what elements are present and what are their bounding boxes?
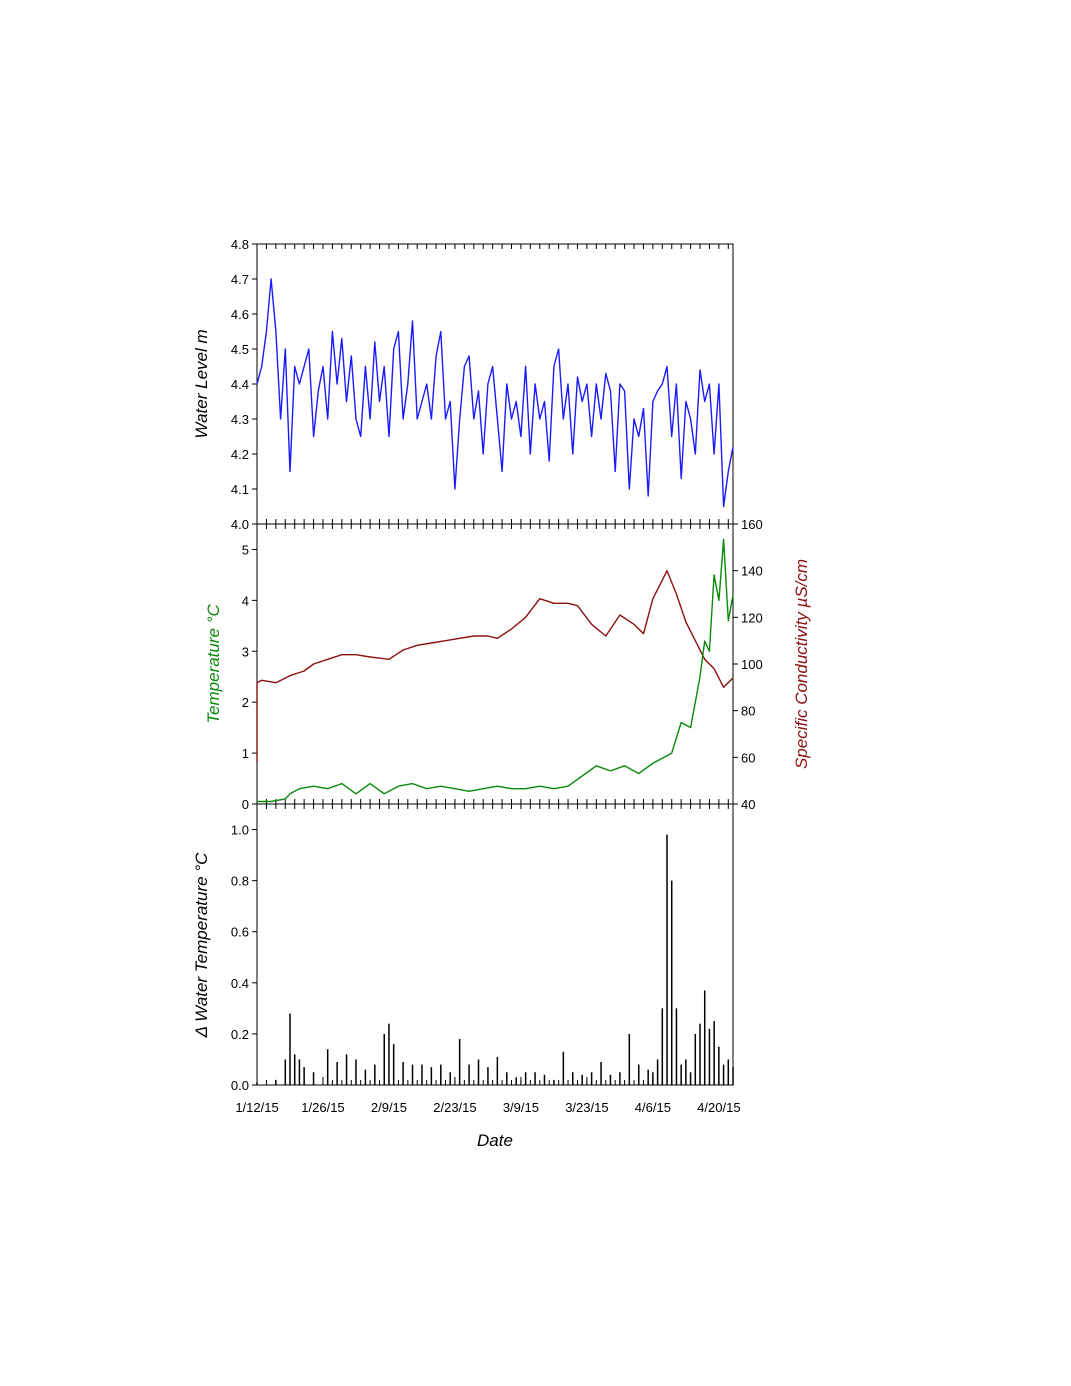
right-tick-label: 120 (741, 610, 763, 625)
x-tick-label: 1/12/15 (235, 1100, 278, 1115)
left-tick-label: 0.2 (231, 1027, 249, 1042)
left-tick-label: 4.1 (231, 482, 249, 497)
left-tick-label: 4.0 (231, 517, 249, 532)
right-tick-label: 140 (741, 564, 763, 579)
axis-ticks: 4.0 4.1 4.2 4.3 4.4 4.5 4.6 4.7 4.8 0 1 2 3 4 5 40 60 80 1… (231, 237, 763, 1115)
bottom-ylabel: Δ Water Temperature °C (192, 852, 211, 1039)
top-ylabel: Water Level m (192, 329, 211, 438)
middle-panel-frame (256, 523, 734, 805)
bottom-panel-frame (256, 803, 734, 1086)
left-tick-label: 0.6 (231, 925, 249, 940)
left-tick-label: 4.5 (231, 342, 249, 357)
left-tick-label: 4.8 (231, 237, 249, 252)
x-axis-title: Date (477, 1131, 513, 1150)
right-tick-label: 100 (741, 657, 763, 672)
left-tick-label: 4.6 (231, 307, 249, 322)
left-tick-label: 4.2 (231, 447, 249, 462)
left-tick-label: 0 (242, 797, 249, 812)
x-tick-label: 2/9/15 (371, 1100, 407, 1115)
conductivity-line (256, 570, 734, 762)
right-tick-label: 40 (741, 797, 755, 812)
left-tick-label: 4 (242, 593, 249, 608)
x-tick-label: 2/23/15 (433, 1100, 476, 1115)
x-tick-label: 4/6/15 (635, 1100, 671, 1115)
x-tick-label: 3/23/15 (565, 1100, 608, 1115)
left-tick-label: 0.0 (231, 1078, 249, 1093)
temperature-line (257, 538, 734, 803)
x-tick-label: 1/26/15 (301, 1100, 344, 1115)
left-tick-label: 4.4 (231, 377, 249, 392)
middle-ylabel: Temperature °C (204, 604, 223, 724)
left-tick-label: 0.4 (231, 976, 249, 991)
left-tick-label: 3 (242, 644, 249, 659)
data-series (256, 278, 734, 1085)
middle-y2label: Specific Conductivity µS/cm (792, 559, 811, 769)
x-tick-label: 3/9/15 (503, 1100, 539, 1115)
left-tick-label: 5 (242, 542, 249, 557)
right-tick-label: 160 (741, 517, 763, 532)
right-tick-label: 80 (741, 704, 755, 719)
left-tick-label: 4.7 (231, 272, 249, 287)
left-tick-label: 2 (242, 695, 249, 710)
left-tick-label: 0.8 (231, 874, 249, 889)
left-tick-label: 4.3 (231, 412, 249, 427)
water-level-line (256, 278, 734, 508)
x-tick-label: 4/20/15 (697, 1100, 740, 1115)
right-tick-label: 60 (741, 750, 755, 765)
left-tick-label: 1 (242, 746, 249, 761)
left-tick-label: 1.0 (231, 823, 249, 838)
